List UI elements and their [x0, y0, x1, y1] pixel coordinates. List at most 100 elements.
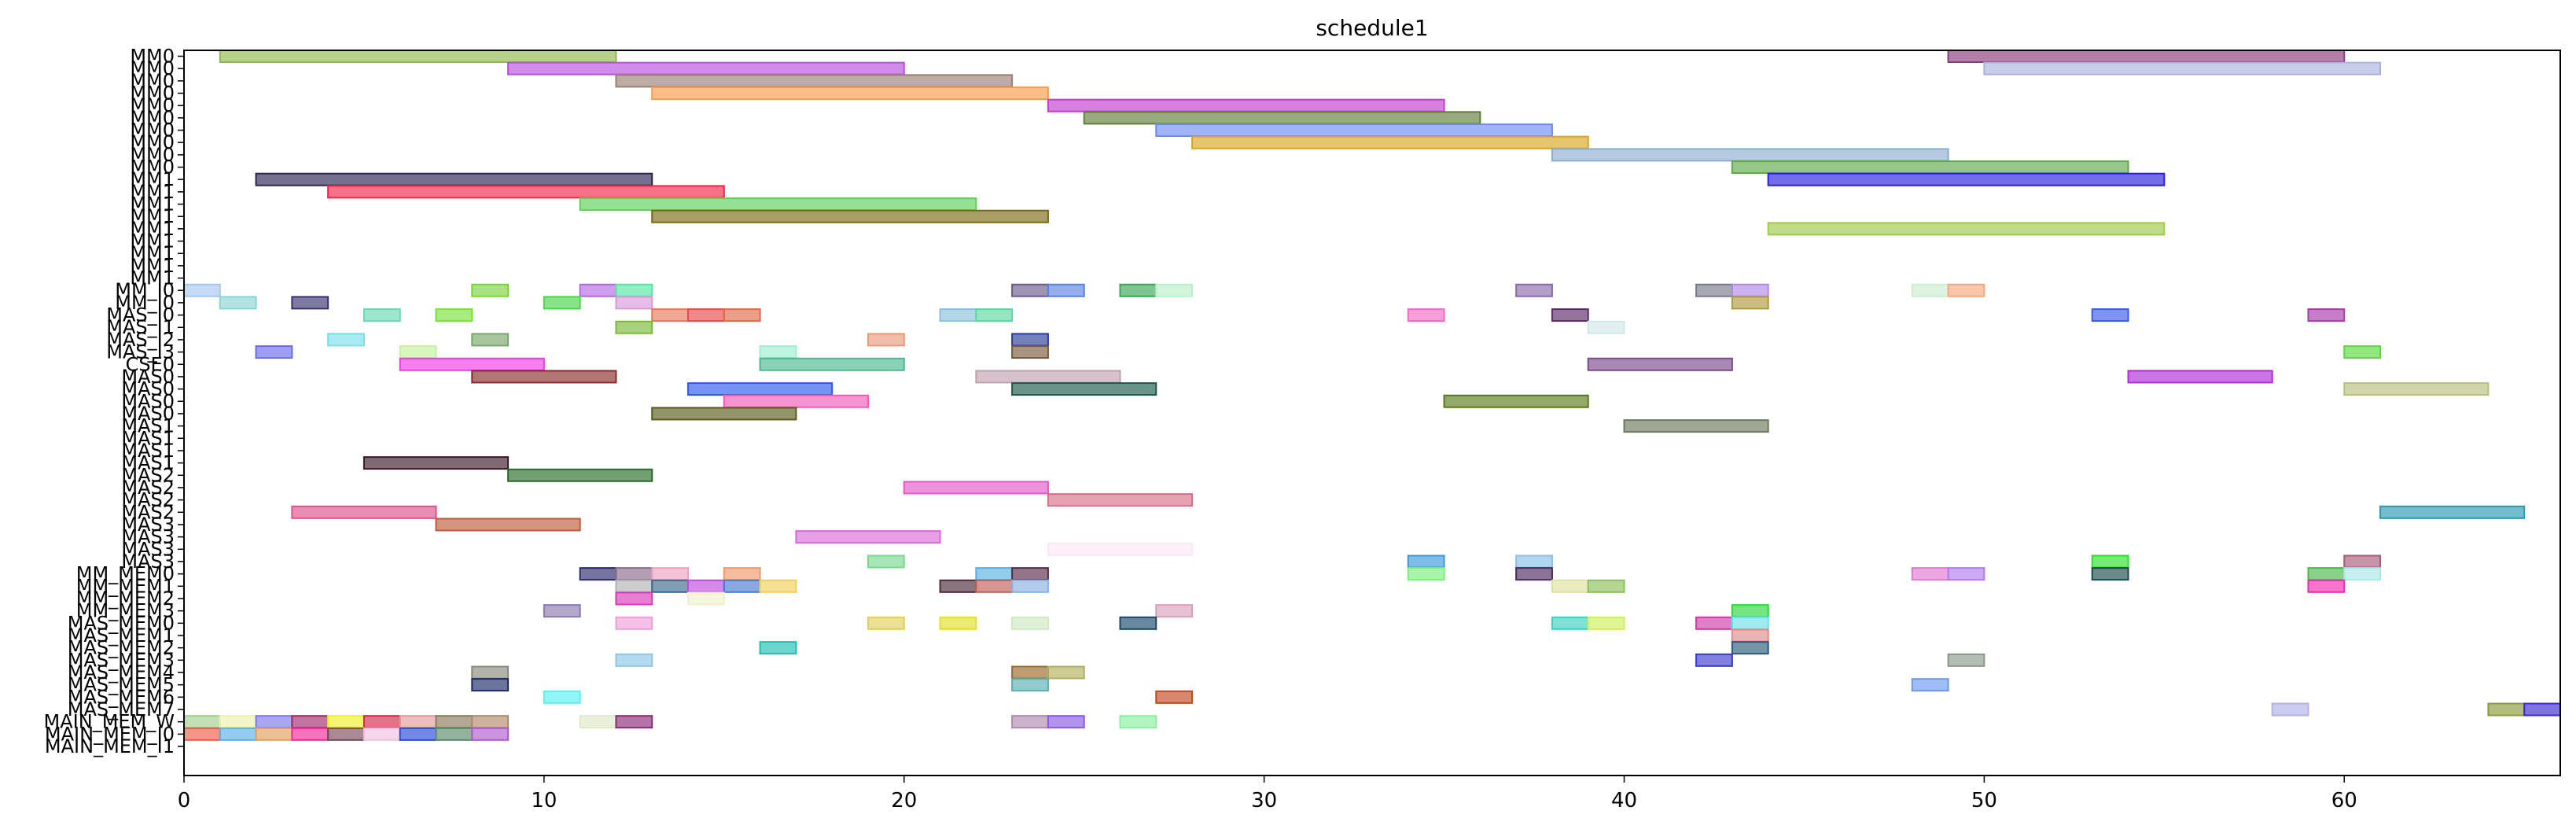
task-bar — [2307, 579, 2346, 593]
task-bar — [1011, 283, 1049, 297]
y-tick-label: MAS_MEM0 — [68, 612, 175, 634]
y-tick-label: MAIN_MEM_I1 — [45, 735, 175, 757]
task-bar — [1407, 567, 1445, 581]
task-bar — [1731, 641, 1769, 655]
y-tick-label: MAS1 — [121, 427, 175, 449]
task-bar — [399, 727, 437, 741]
task-bar — [471, 370, 617, 384]
y-tick-label: MAS_MEM5 — [68, 674, 175, 696]
y-tick-label: MAS3 — [121, 538, 175, 560]
task-bar — [1047, 493, 1194, 507]
task-bar — [1443, 394, 1589, 408]
task-bar — [399, 345, 437, 359]
task-bar — [1623, 419, 1769, 433]
task-bar — [255, 345, 293, 359]
task-bar — [2091, 567, 2129, 581]
task-bar — [1155, 283, 1194, 297]
y-tick-label: MAS_MEM4 — [68, 661, 175, 683]
task-bar — [183, 727, 221, 741]
y-tick-label: MAS0 — [121, 390, 175, 412]
y-tick-label: MM0 — [130, 120, 175, 142]
y-tick-label: MAS3 — [121, 551, 175, 573]
task-bar — [1947, 50, 2346, 63]
y-tick-label: MAS2 — [121, 489, 175, 511]
y-tick-label: MM1 — [130, 193, 175, 216]
task-bar — [651, 209, 1049, 223]
task-bar — [2379, 505, 2526, 519]
task-bar — [615, 567, 653, 581]
y-tick-label: MM_MEM2 — [76, 588, 175, 610]
y-tick-label: MM0 — [130, 157, 175, 179]
y-tick-label: MM0 — [130, 57, 175, 79]
task-bar — [219, 50, 617, 63]
task-bar — [362, 308, 401, 322]
task-bar — [471, 283, 510, 297]
task-bar — [975, 567, 1014, 581]
task-bar — [291, 505, 437, 519]
y-tick-label: MAS_I3 — [106, 341, 175, 363]
y-tick-label: MAS1 — [121, 440, 175, 462]
task-bar — [651, 308, 690, 322]
y-tick-label: MAS_MEM3 — [68, 649, 175, 671]
task-bar — [471, 715, 510, 729]
task-bar — [362, 727, 401, 741]
task-bar — [867, 555, 905, 569]
x-tick-label: 30 — [1251, 789, 1277, 812]
task-bar — [687, 579, 725, 593]
task-bar — [1047, 98, 1445, 112]
task-bar — [362, 456, 510, 470]
y-tick-label: MAS2 — [121, 464, 175, 486]
y-tick-label: MAS0 — [121, 403, 175, 425]
y-tick-label: MM1 — [130, 205, 175, 227]
task-bar — [759, 579, 797, 593]
task-bar — [1551, 579, 1589, 593]
task-bar — [2487, 702, 2526, 717]
task-bar — [543, 296, 581, 310]
y-tick-label: MM_MEM3 — [76, 600, 175, 622]
task-bar — [615, 320, 653, 334]
task-bar — [2307, 567, 2346, 581]
task-bar — [507, 61, 905, 76]
y-tick-label: MM0 — [130, 144, 175, 166]
task-bar — [579, 715, 617, 729]
x-tick-label: 50 — [1971, 789, 1997, 812]
y-tick-label: MAS0 — [121, 366, 175, 388]
task-bar — [651, 87, 1049, 101]
y-tick-label: MM_I0 — [115, 279, 175, 301]
x-tick-label: 0 — [178, 789, 191, 812]
task-bar — [291, 727, 329, 741]
task-bar — [327, 185, 725, 199]
task-bar — [975, 308, 1014, 322]
x-tick-label: 60 — [2331, 789, 2357, 812]
task-bar — [1587, 320, 1625, 334]
task-bar — [615, 296, 653, 310]
y-tick-label: MM0 — [130, 107, 175, 129]
task-bar — [939, 616, 977, 630]
task-bar — [1191, 135, 1589, 149]
task-bar — [1731, 628, 1769, 643]
x-axis: 0 10 20 30 40 50 60 — [178, 776, 2357, 812]
task-bar — [399, 357, 545, 371]
y-tick-label: MM0 — [130, 70, 175, 92]
task-bar — [219, 727, 257, 741]
y-tick-label: MAS1 — [121, 415, 175, 437]
task-bar — [723, 579, 761, 593]
task-bar — [471, 333, 510, 347]
task-bar — [1947, 283, 1985, 297]
task-bar — [939, 308, 977, 322]
y-tick-label: MM_I0 — [115, 292, 175, 314]
task-bar — [435, 727, 473, 741]
task-bar — [651, 567, 690, 581]
task-bar — [543, 690, 581, 704]
task-bar — [435, 308, 473, 322]
task-bar — [2091, 308, 2129, 322]
task-bar — [1731, 283, 1769, 297]
y-tick-label: MM0 — [130, 83, 175, 105]
task-bar — [1911, 678, 1949, 692]
task-bar — [1911, 567, 1949, 581]
task-bar — [1767, 172, 2166, 186]
task-bar — [1947, 567, 1985, 581]
task-bar — [1083, 111, 1481, 125]
y-tick-label: CSE0 — [126, 353, 175, 375]
